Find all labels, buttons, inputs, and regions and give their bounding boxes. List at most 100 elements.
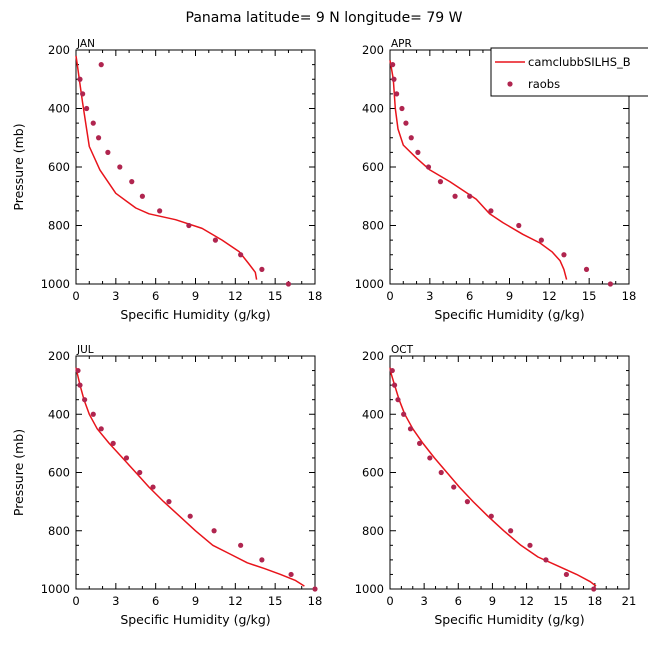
obs-point-apr — [467, 193, 473, 199]
obs-point-apr — [394, 91, 400, 97]
obs-point-jul — [110, 440, 116, 446]
obs-point-oct — [407, 426, 414, 432]
obs-point-jan — [212, 237, 219, 243]
obs-point-oct — [464, 499, 470, 505]
obs-point-jul — [77, 382, 83, 388]
obs-point-apr — [403, 120, 409, 126]
y-tick-label-oct: 1000 — [355, 582, 384, 596]
y-tick-label-oct: 600 — [362, 466, 384, 480]
obs-point-jul — [90, 411, 96, 417]
x-tick-label-oct: 18 — [588, 594, 603, 608]
x-tick-label-apr: 18 — [622, 289, 637, 303]
obs-point-jan — [90, 120, 96, 126]
panel-label-oct: OCT — [391, 344, 414, 356]
obs-point-apr — [399, 105, 405, 112]
y-tick-label-apr: 200 — [362, 43, 384, 57]
obs-point-jan — [95, 135, 102, 141]
obs-point-jan — [129, 179, 135, 185]
obs-point-jan — [238, 252, 244, 258]
y-tick-label-jul: 600 — [48, 466, 70, 480]
obs-point-apr — [437, 179, 444, 185]
y-tick-label-jan: 1000 — [41, 277, 70, 291]
x-axis-label-jan: Specific Humidity (g/kg) — [120, 307, 270, 322]
obs-point-apr — [607, 281, 614, 287]
obs-point-oct — [563, 571, 570, 578]
obs-point-jan — [259, 266, 265, 272]
y-tick-label-jan: 400 — [48, 102, 70, 116]
y-tick-label-jul: 400 — [48, 407, 70, 421]
model-profile-line-jul — [75, 367, 305, 587]
plot-frame-jul — [75, 355, 316, 590]
x-tick-label-oct: 3 — [420, 594, 427, 608]
obs-point-jul — [238, 542, 244, 548]
obs-point-oct — [438, 469, 444, 476]
x-tick-label-jan: 3 — [112, 289, 119, 303]
obs-point-jul — [211, 528, 217, 534]
panel-jul: JUL 0 3 6 9 12 15 18 200 400 600 800 1000 Specific Hu… — [11, 344, 322, 627]
legend-box — [490, 47, 648, 97]
x-tick-label-jan: 18 — [308, 289, 323, 303]
y-tick-label-apr: 1000 — [355, 277, 384, 291]
x-tick-label-jan: 15 — [268, 289, 283, 303]
y-tick-label-apr: 800 — [362, 219, 384, 233]
obs-point-apr — [488, 208, 494, 214]
x-tick-label-jul: 3 — [112, 594, 119, 608]
legend: camclubbSILHS_B raobs — [490, 47, 648, 97]
x-tick-label-jan: 9 — [192, 289, 199, 303]
obs-point-jul — [187, 513, 193, 519]
y-tick-label-jul: 200 — [48, 349, 70, 363]
x-tick-label-apr: 15 — [582, 289, 597, 303]
obs-point-oct — [389, 367, 395, 374]
x-tick-label-jan: 0 — [72, 289, 79, 303]
obs-point-apr — [452, 193, 458, 199]
y-tick-label-jul: 1000 — [41, 582, 70, 596]
obs-point-apr — [415, 149, 421, 155]
obs-point-jan — [77, 76, 83, 82]
x-tick-label-oct: 0 — [386, 594, 393, 608]
y-tick-label-oct: 200 — [362, 349, 384, 363]
x-tick-label-jul: 18 — [308, 594, 323, 608]
obs-point-jan — [117, 164, 123, 170]
obs-point-oct — [591, 586, 597, 592]
plot-frame-jan — [75, 49, 316, 285]
y-tick-label-jan: 600 — [48, 160, 70, 174]
legend-obs-label: raobs — [528, 77, 560, 91]
x-axis-label-oct: Specific Humidity (g/kg) — [434, 612, 584, 627]
obs-point-jan — [157, 208, 163, 214]
x-tick-label-oct: 12 — [519, 594, 534, 608]
obs-point-oct — [401, 411, 407, 417]
x-tick-label-apr: 0 — [386, 289, 393, 303]
panel-label-apr: APR — [391, 38, 412, 50]
obs-point-apr — [561, 252, 567, 258]
obs-point-oct — [488, 513, 494, 519]
obs-point-jul — [123, 455, 130, 461]
obs-point-jan — [285, 281, 292, 287]
panel-label-jan: JAN — [76, 38, 95, 50]
obs-point-jan — [139, 193, 145, 199]
figure-title: Panama latitude= 9 N longitude= 79 W — [186, 10, 463, 26]
y-tick-label-oct: 400 — [362, 407, 384, 421]
x-tick-label-oct: 21 — [622, 594, 637, 608]
obs-point-oct — [508, 528, 514, 534]
x-axis-label-apr: Specific Humidity (g/kg) — [434, 307, 584, 322]
legend-model-label: camclubbSILHS_B — [528, 55, 631, 69]
x-tick-label-oct: 6 — [455, 594, 462, 608]
x-tick-label-jul: 6 — [152, 594, 159, 608]
panel-apr: APR 0 3 6 9 12 15 18 200 400 600 800 1000 Specific Hu… — [355, 38, 637, 322]
x-tick-label-apr: 6 — [466, 289, 473, 303]
obs-point-jan — [105, 149, 111, 155]
obs-point-oct — [427, 455, 433, 461]
obs-point-jul — [150, 484, 156, 490]
obs-point-jul — [98, 426, 104, 432]
x-tick-label-apr: 12 — [542, 289, 557, 303]
y-tick-label-apr: 400 — [362, 102, 384, 116]
x-tick-label-jul: 9 — [192, 594, 199, 608]
obs-point-jul — [312, 586, 318, 592]
y-axis-label-jul: Pressure (mb) — [11, 429, 26, 516]
x-tick-label-apr: 9 — [506, 289, 513, 303]
panel-label-jul: JUL — [76, 344, 94, 356]
obs-point-apr — [516, 222, 522, 229]
obs-point-jul — [259, 557, 265, 563]
obs-point-jul — [82, 397, 88, 403]
